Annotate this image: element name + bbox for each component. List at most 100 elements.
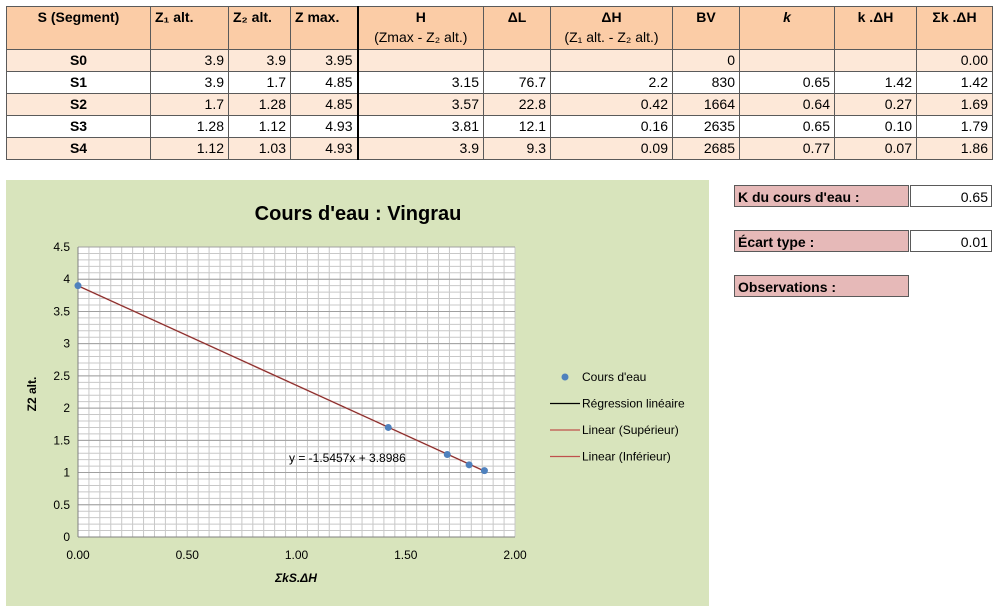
header-sum-k-delta-h: Σk .ΔH [916, 6, 993, 50]
table-cell[interactable]: 2635 [672, 115, 740, 138]
table-cell[interactable]: 3.9 [150, 71, 229, 94]
y-tick-label: 0.5 [53, 498, 70, 512]
data-point [443, 451, 451, 459]
trendline-regression [77, 285, 485, 472]
table-cell[interactable]: 1.7 [228, 71, 291, 94]
table-cell[interactable]: 4.93 [290, 115, 358, 138]
table-cell[interactable] [550, 49, 673, 72]
table-cell[interactable]: 0.77 [739, 137, 835, 160]
k-value[interactable]: 0.65 [910, 185, 992, 207]
table-cell[interactable]: 4.93 [290, 137, 358, 160]
table-cell[interactable]: 4.85 [290, 71, 358, 94]
y-tick-label: 1.5 [53, 433, 70, 447]
segment-table: S (Segment) Z₁ alt. Z₂ alt. Z max. H (Zma… [6, 6, 993, 160]
segment-name-cell[interactable]: S2 [6, 93, 151, 116]
table-cell[interactable]: 1.12 [228, 115, 291, 138]
legend-marker-points [561, 373, 569, 381]
x-tick-label: 1.00 [285, 548, 309, 562]
legend-label: Linear (Inférieur) [582, 450, 671, 464]
x-tick-label: 0.00 [66, 548, 90, 562]
table-cell[interactable]: 1.42 [834, 71, 917, 94]
table-cell[interactable]: 1.79 [916, 115, 993, 138]
table-cell[interactable]: 1.42 [916, 71, 993, 94]
chart-area: Cours d'eau : Vingrau 0 0.5 1 1.5 2 2.5 3 3.5 4 4… [6, 180, 709, 606]
table-row: S2 1.7 1.28 4.85 3.57 22.8 0.42 1664 0.64 0.27 1.6… [6, 93, 993, 116]
table-cell[interactable] [834, 49, 917, 72]
table-cell[interactable]: 9.3 [483, 137, 551, 160]
table-cell[interactable]: 12.1 [483, 115, 551, 138]
data-point [465, 461, 473, 469]
table-cell[interactable]: 3.9 [228, 49, 291, 72]
table-cell[interactable]: 1.7 [150, 93, 229, 116]
table-cell[interactable]: 3.9 [150, 49, 229, 72]
chart-axes [77, 247, 515, 538]
table-cell[interactable]: 1.03 [228, 137, 291, 160]
table-cell[interactable]: 22.8 [483, 93, 551, 116]
table-cell[interactable]: 2.2 [550, 71, 673, 94]
table-cell[interactable]: 0.07 [834, 137, 917, 160]
table-cell[interactable]: 4.85 [290, 93, 358, 116]
header-z1: Z₁ alt. [150, 6, 229, 50]
table-cell[interactable]: 0.27 [834, 93, 917, 116]
segment-name-cell[interactable]: S0 [6, 49, 151, 72]
table-cell[interactable]: 3.95 [290, 49, 358, 72]
table-cell[interactable]: 3.9 [356, 137, 484, 160]
legend-label: Linear (Supérieur) [582, 423, 679, 437]
table-cell[interactable]: 0.65 [739, 115, 835, 138]
table-cell[interactable] [356, 49, 484, 72]
std-value[interactable]: 0.01 [910, 230, 992, 252]
table-cell[interactable]: 0.09 [550, 137, 673, 160]
chart-series [74, 282, 488, 475]
table-cell[interactable]: 0.64 [739, 93, 835, 116]
x-tick-label: 1.50 [394, 548, 418, 562]
table-row: S3 1.28 1.12 4.93 3.81 12.1 0.16 2635 0.65 0.10 1.… [6, 115, 993, 138]
y-tick-label: 4.5 [53, 240, 70, 254]
y-tick-label: 3 [63, 337, 70, 351]
table-cell[interactable]: 1664 [672, 93, 740, 116]
table-cell[interactable]: 1.28 [228, 93, 291, 116]
data-point [384, 423, 392, 431]
table-row: S0 3.9 3.9 3.95 0 0.00 [6, 49, 993, 72]
scatter-chart: Cours d'eau : Vingrau 0 0.5 1 1.5 2 2.5 3 3.5 4 4… [25, 203, 685, 585]
table-cell[interactable]: 76.7 [483, 71, 551, 94]
table-cell[interactable]: 3.57 [356, 93, 484, 116]
table-cell[interactable]: 1.86 [916, 137, 993, 160]
y-axis-title: Z2 alt. [25, 377, 39, 412]
y-tick-label: 1 [63, 466, 70, 480]
header-h: H (Zmax - Z₂ alt.) [356, 6, 484, 50]
table-cell[interactable]: 0 [672, 49, 740, 72]
chart-grid [77, 246, 516, 538]
table-cell[interactable]: 1.69 [916, 93, 993, 116]
header-delta-l: ΔL [483, 6, 551, 50]
table-cell[interactable]: 0.00 [916, 49, 993, 72]
segment-name-cell[interactable]: S4 [6, 137, 151, 160]
legend-label: Régression linéaire [582, 397, 685, 411]
y-tick-label: 2 [63, 401, 70, 415]
x-tick-label: 2.00 [503, 548, 527, 562]
table-cell[interactable]: 1.12 [150, 137, 229, 160]
table-cell[interactable]: 1.28 [150, 115, 229, 138]
observations-label: Observations : [734, 275, 909, 297]
table-cell[interactable]: 830 [672, 71, 740, 94]
table-cell[interactable] [739, 49, 835, 72]
table-cell[interactable]: 3.15 [356, 71, 484, 94]
table-cell[interactable] [483, 49, 551, 72]
table-cell[interactable]: 2685 [672, 137, 740, 160]
header-k: k [739, 6, 835, 50]
x-axis-title: ΣkS.ΔH [274, 571, 317, 585]
table-cell[interactable]: 0.65 [739, 71, 835, 94]
y-tick-label: 3.5 [53, 304, 70, 318]
table-cell[interactable]: 3.81 [356, 115, 484, 138]
k-label: K du cours d'eau : [734, 185, 909, 207]
std-label: Écart type : [734, 230, 909, 252]
table-cell[interactable]: 0.16 [550, 115, 673, 138]
data-point [74, 282, 82, 290]
header-z2: Z₂ alt. [228, 6, 291, 50]
legend-label: Cours d'eau [582, 370, 646, 384]
data-point [480, 467, 488, 475]
header-bv: BV [672, 6, 740, 50]
segment-name-cell[interactable]: S1 [6, 71, 151, 94]
segment-name-cell[interactable]: S3 [6, 115, 151, 138]
table-cell[interactable]: 0.10 [834, 115, 917, 138]
table-cell[interactable]: 0.42 [550, 93, 673, 116]
